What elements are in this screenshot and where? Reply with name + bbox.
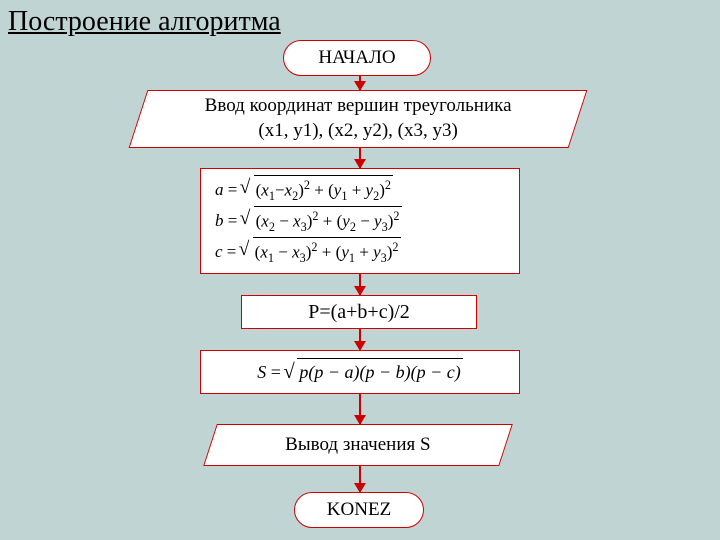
io-input: Ввод координат вершин треугольника (x1, … (129, 90, 588, 148)
process-p: P=(a+b+c)/2 (241, 295, 477, 329)
io-output: Вывод значения S (203, 424, 513, 466)
start-label: НАЧАЛО (318, 46, 395, 71)
terminator-start: НАЧАЛО (283, 40, 431, 76)
arrow-2 (359, 148, 361, 168)
formula-a: a = (x1−x2)2 + (y1 + y2)2 (215, 180, 393, 199)
arrow-3 (359, 274, 361, 295)
process-abc: a = (x1−x2)2 + (y1 + y2)2 b = (x2 − x3)2… (200, 168, 520, 274)
arrow-5 (359, 394, 361, 424)
formula-b: b = (x2 − x3)2 + (y2 − y3)2 (215, 211, 402, 230)
input-line2: (x1, y1), (x2, y2), (x3, y3) (258, 120, 457, 141)
formula-c: c = (x1 − x3)2 + (y1 + y3)2 (215, 242, 401, 261)
formula-s: S = p(p − a)(p − b)(p − c) (243, 354, 477, 391)
end-label: KONEZ (327, 498, 391, 523)
terminator-end: KONEZ (294, 492, 424, 528)
p-label: P=(a+b+c)/2 (308, 299, 410, 325)
formula-abc: a = (x1−x2)2 + (y1 + y2)2 b = (x2 − x3)2… (201, 171, 416, 272)
input-line1: Ввод координат вершин треугольника (205, 95, 512, 116)
page-title: Построение алгоритма (8, 6, 281, 38)
output-line1: Вывод значения S (285, 434, 430, 455)
arrow-4 (359, 329, 361, 350)
arrow-6 (359, 466, 361, 492)
process-s: S = p(p − a)(p − b)(p − c) (200, 350, 520, 394)
